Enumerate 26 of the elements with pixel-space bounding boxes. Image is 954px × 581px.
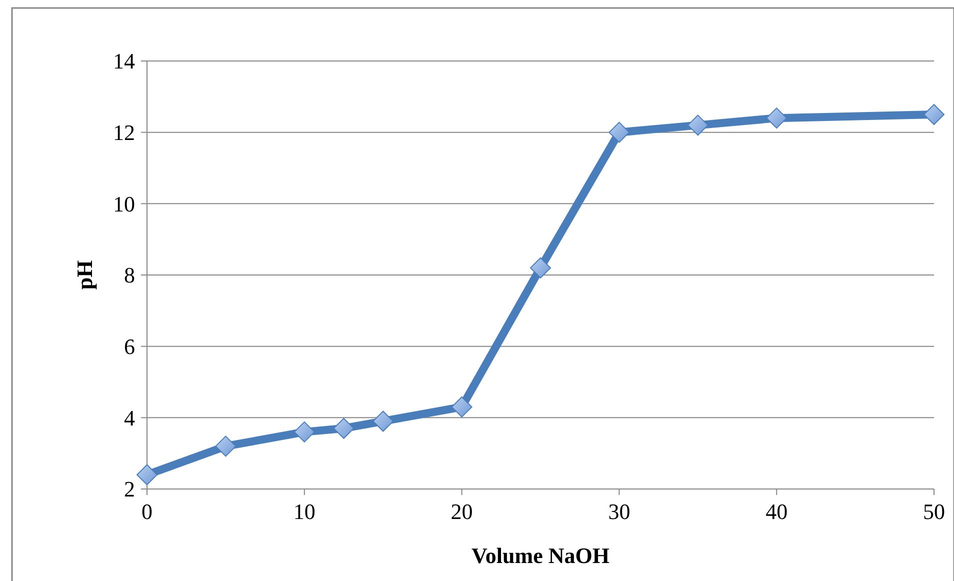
point <box>372 410 394 432</box>
x-tick-label: 10 <box>293 499 316 524</box>
y-tick-label: 8 <box>124 262 135 288</box>
x-tick-label: 20 <box>450 499 473 524</box>
point <box>451 396 472 418</box>
point <box>294 421 315 442</box>
x-tick-label: 50 <box>923 499 945 524</box>
y-axis-title: pH <box>72 260 97 290</box>
y-tick-label: 12 <box>113 120 135 146</box>
x-axis-title: Volume NaOH <box>472 543 610 568</box>
y-tick-label: 2 <box>124 476 135 502</box>
y-tick-label: 14 <box>113 48 135 74</box>
x-tick-label: 40 <box>766 499 788 524</box>
y-tick-label: 6 <box>124 334 135 360</box>
point <box>687 114 708 136</box>
point <box>136 464 158 486</box>
x-tick-label: 30 <box>608 499 630 524</box>
point <box>608 122 630 143</box>
point <box>530 257 551 278</box>
y-tick-label: 4 <box>124 405 135 430</box>
point <box>766 108 788 129</box>
point <box>215 436 236 457</box>
y-tick-label: 10 <box>113 191 135 216</box>
point <box>333 418 354 439</box>
x-tick-label: 0 <box>142 499 152 524</box>
point <box>924 104 944 125</box>
